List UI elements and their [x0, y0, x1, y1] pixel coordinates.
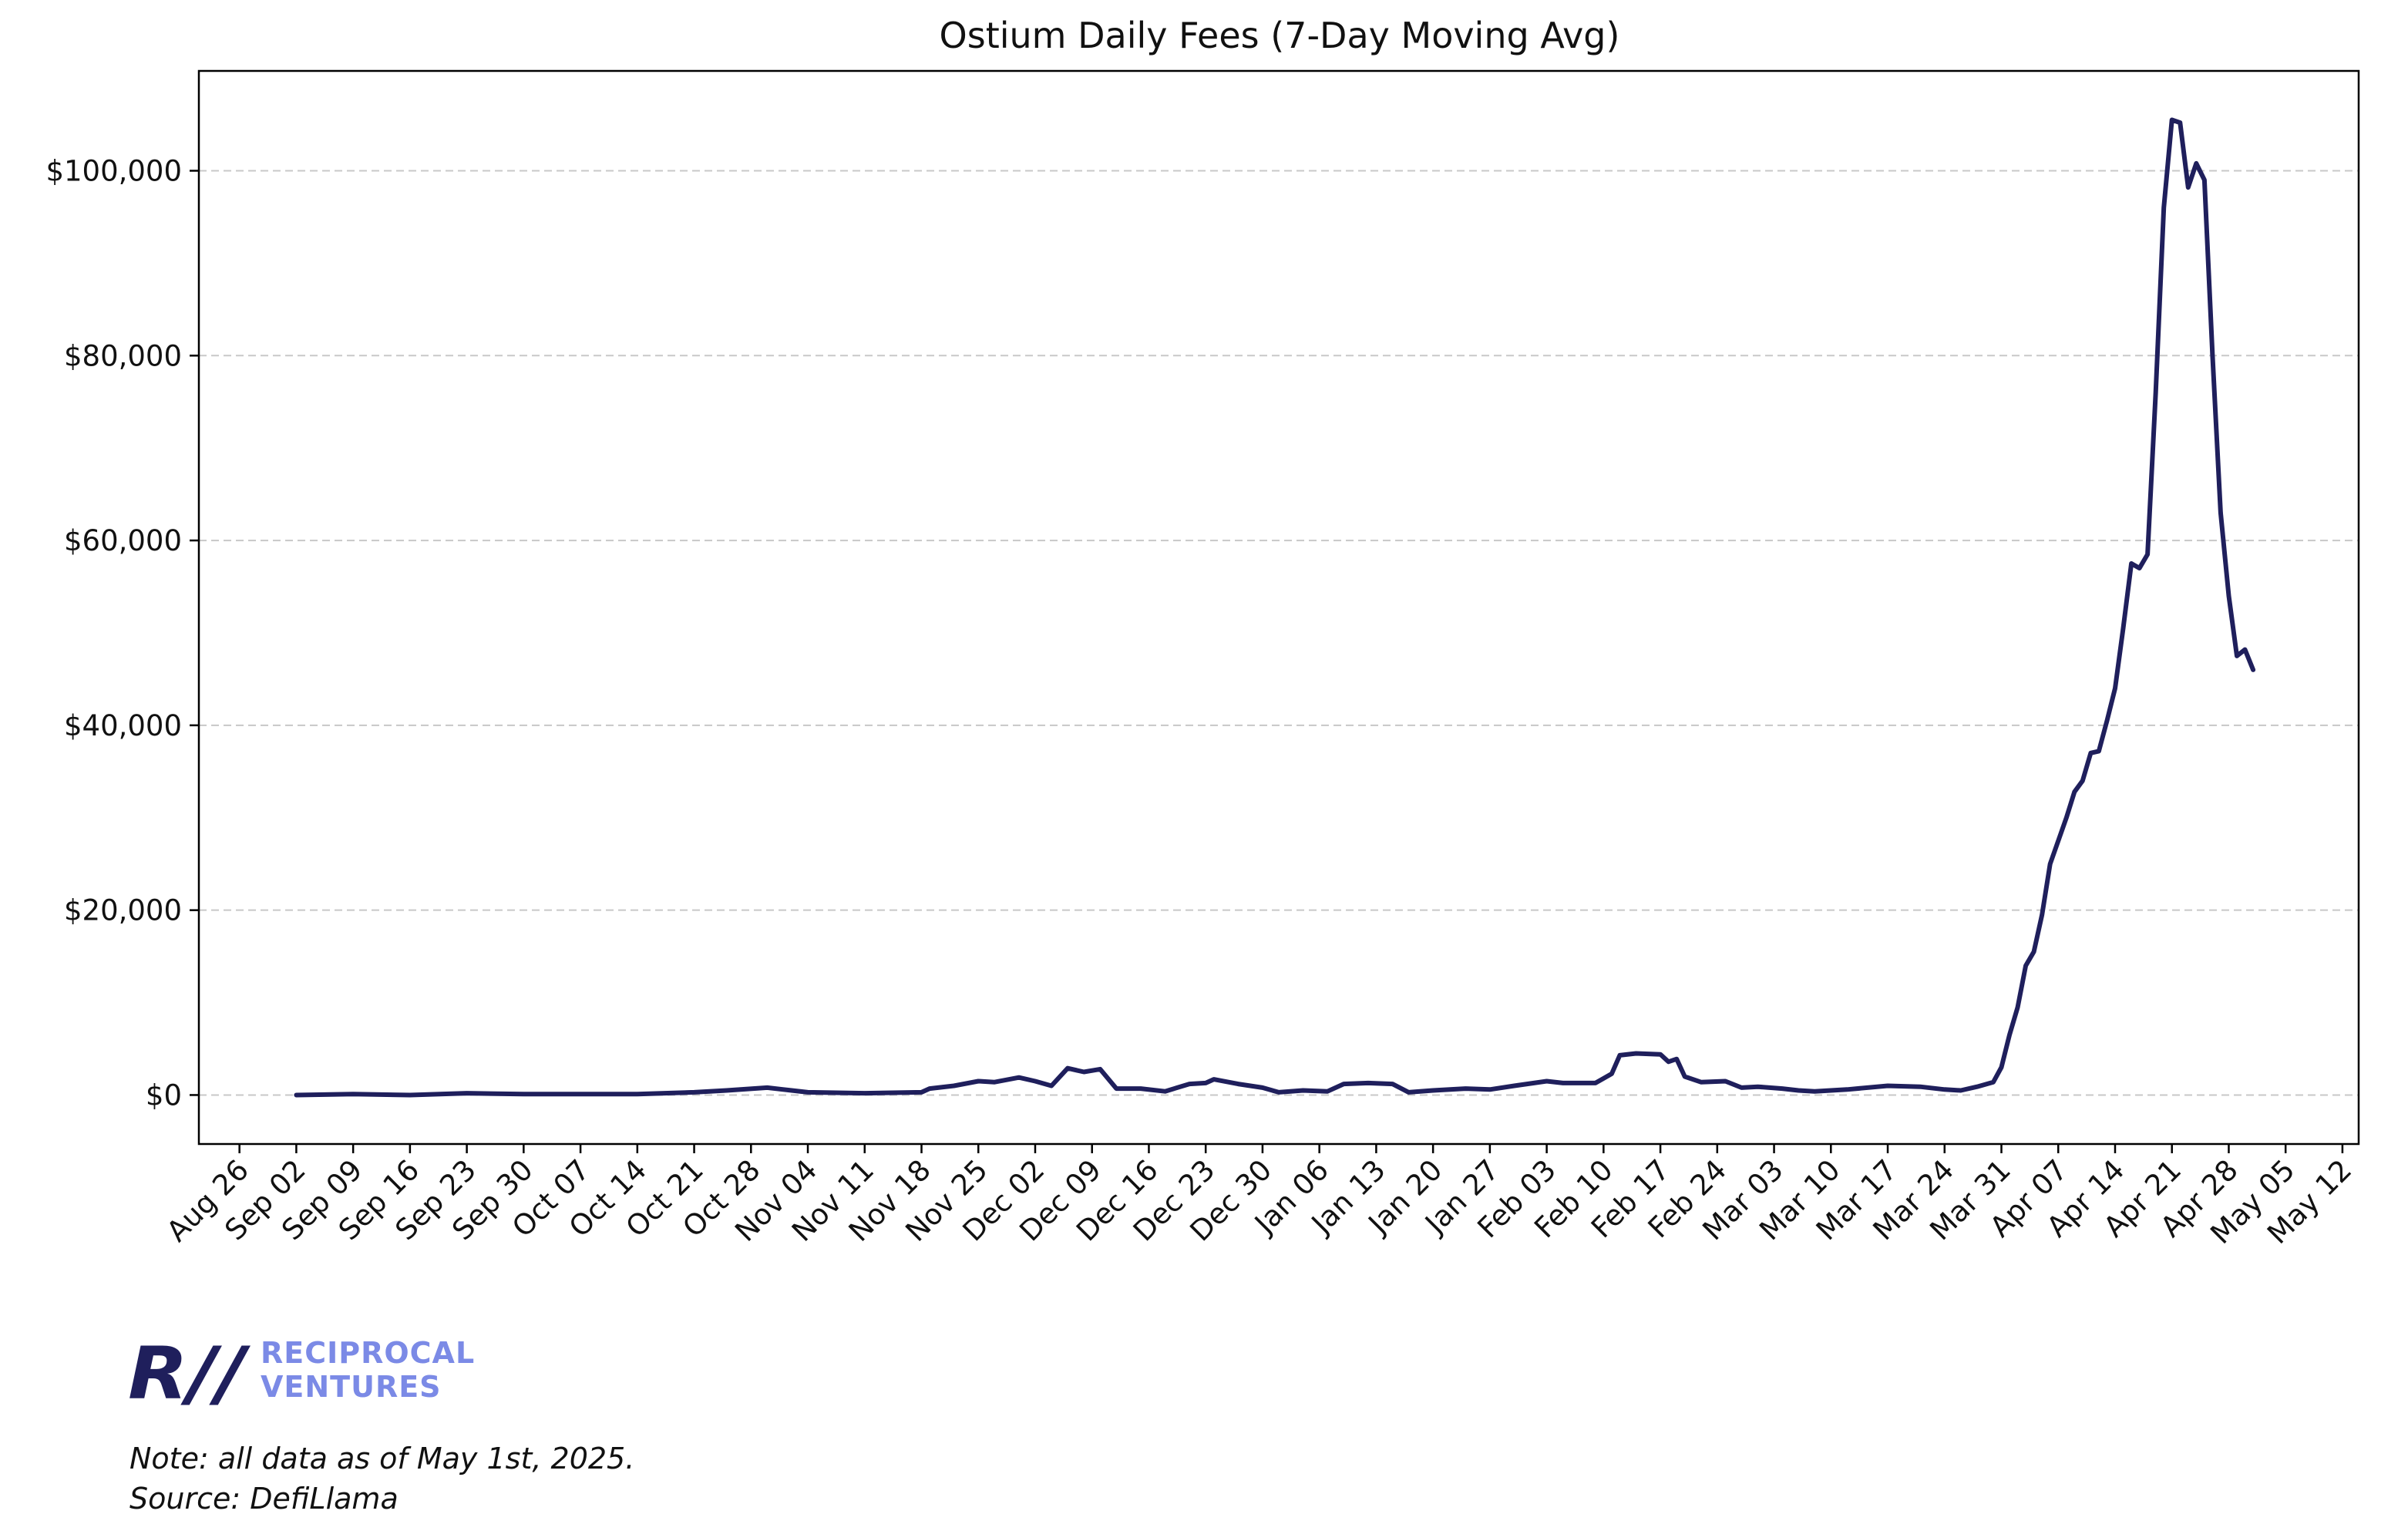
- logo-mark: R//: [128, 1332, 251, 1416]
- footnotes: Note: all data as of May 1st, 2025. Sour…: [129, 1438, 634, 1519]
- y-tick-label: $40,000: [64, 709, 182, 742]
- y-tick-label: $80,000: [64, 339, 182, 372]
- series-group: [294, 117, 2256, 1098]
- y-tick-label: $60,000: [64, 524, 182, 557]
- source-line: Source: DefiLlama: [129, 1482, 399, 1516]
- reciprocal-ventures-logo: R// RECIPROCAL VENTURES: [128, 1332, 475, 1416]
- grid-lines: [199, 170, 2359, 1096]
- plot-frame: [197, 69, 2360, 1146]
- y-tick-label: $100,000: [45, 154, 182, 187]
- y-tick-label: $0: [146, 1078, 182, 1112]
- y-axis: $0 $20,000 $40,000 $60,000 $80,000 $100,000: [45, 154, 199, 1112]
- chart-title: Ostium Daily Fees (7-Day Moving Avg): [940, 15, 1620, 56]
- y-tick-label: $20,000: [64, 894, 182, 927]
- note-line: Note: all data as of May 1st, 2025.: [129, 1442, 635, 1475]
- logo-line-1: RECIPROCAL: [261, 1336, 475, 1370]
- logo-line-2: VENTURES: [261, 1370, 442, 1404]
- fees-series-line: [294, 117, 2256, 1098]
